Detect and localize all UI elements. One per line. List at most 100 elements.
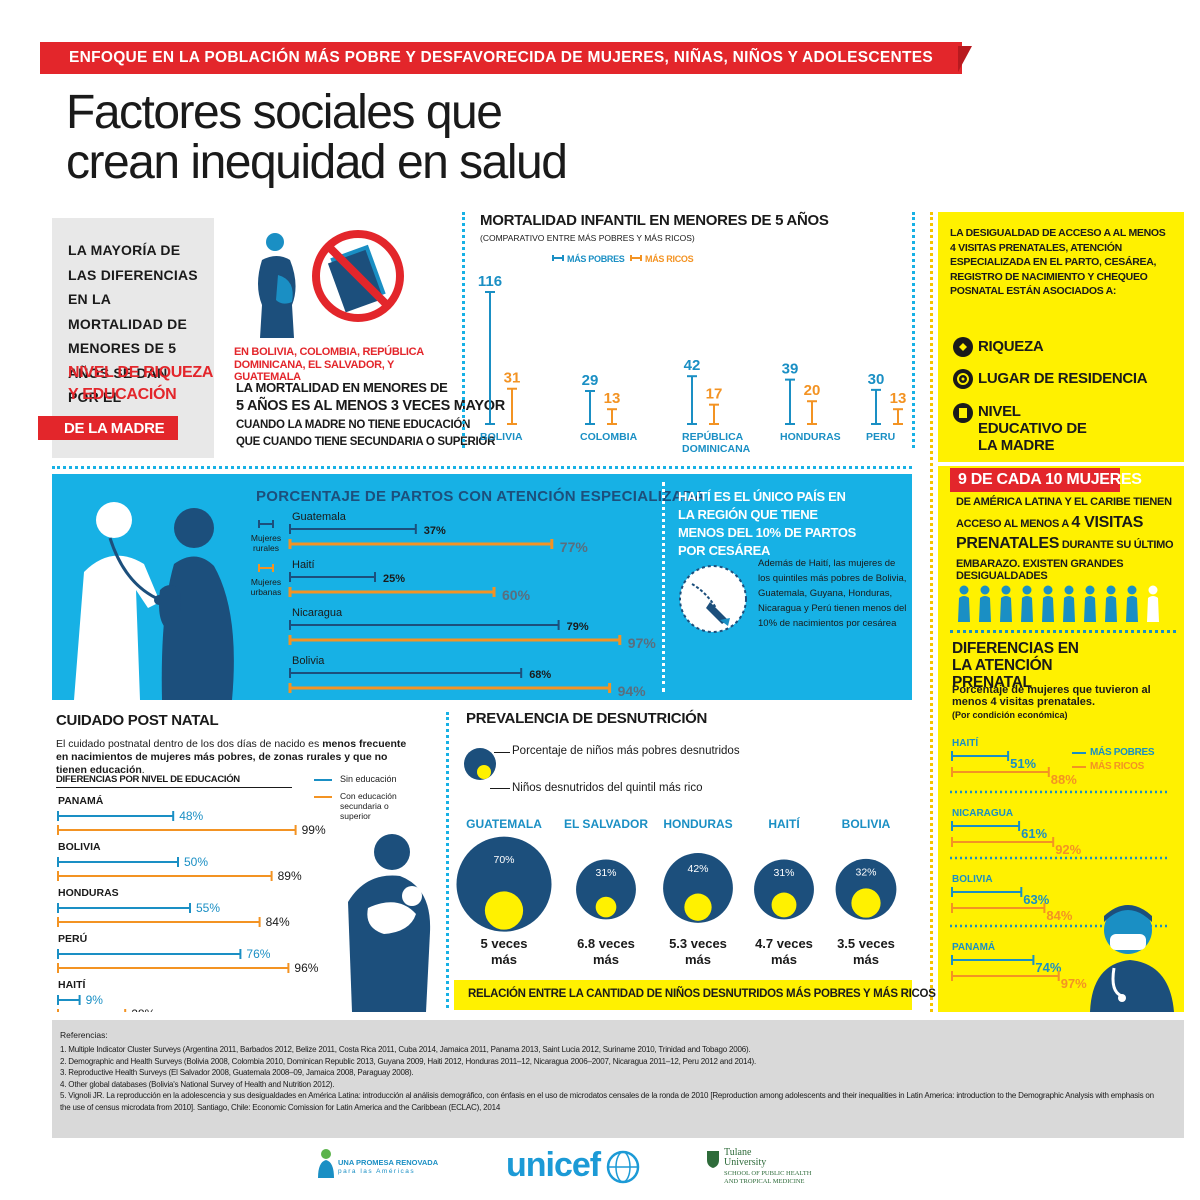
prenatal-legend-rich-line bbox=[1072, 766, 1086, 768]
postnatal-value-edu: 96% bbox=[294, 961, 318, 975]
malnutrition-bubble-poor bbox=[663, 853, 733, 923]
book-icon bbox=[952, 402, 974, 424]
malnutrition-pct: 32% bbox=[855, 867, 876, 879]
mortality-chart-svg: 116 31 BOLIVIA 29 13 COLOMBIA 42 17 REPÚBLICADOM… bbox=[478, 273, 907, 455]
prenatal-legend-poor-line bbox=[1072, 752, 1086, 754]
mortality-value-poor: 42 bbox=[684, 357, 701, 374]
mortality-country-label: BOLIVIA bbox=[480, 431, 523, 443]
malnutrition-legend-poor-line bbox=[494, 752, 510, 753]
postnatal-subtitle-line bbox=[56, 787, 292, 788]
top-banner bbox=[40, 42, 962, 74]
prenatal-country-label: NICARAGUA bbox=[952, 808, 1013, 819]
prenatal-value-rich: 92% bbox=[1055, 842, 1081, 857]
prenatal-country-label: PANAMÁ bbox=[952, 940, 995, 953]
section-separator bbox=[52, 466, 912, 469]
mortality-divider-right bbox=[912, 212, 915, 448]
factor-location: LUGAR DE RESIDENCIA bbox=[978, 370, 1148, 387]
malnutrition-legend-rich: Niños desnutridos del quintil más rico bbox=[512, 782, 703, 794]
malnutrition-bubble-rich bbox=[484, 891, 524, 930]
tulane-logo-sub1: SCHOOL OF PUBLIC HEALTH bbox=[724, 1170, 812, 1177]
births-value-urban: 94% bbox=[618, 683, 647, 699]
promesa-logo-icon bbox=[316, 1148, 336, 1178]
cesarean-icon bbox=[676, 562, 750, 636]
malnutrition-ratio-line1: 3.5 veces bbox=[837, 936, 895, 951]
reference-3: 3. Reproductive Health Surveys (El Salva… bbox=[60, 1068, 414, 1077]
page-title: Factores sociales que crean inequidad en… bbox=[66, 86, 568, 189]
postnatal-country-label: HONDURAS bbox=[58, 887, 119, 899]
access-text-4: EMBARAZO. EXISTEN GRANDES DESIGUALDADES bbox=[956, 558, 1124, 582]
tulane-logo: Tulane University bbox=[724, 1147, 767, 1168]
woman-icon bbox=[1148, 585, 1158, 595]
births-country-label: Haití bbox=[292, 559, 315, 571]
postnatal-value-edu: 89% bbox=[278, 869, 302, 883]
malnutrition-legend-icon bbox=[462, 746, 502, 786]
prenatal-chart-svg: HAITÍ 51% 88% NICARAGUA 61% 92% BOLIVIA 63%84% P… bbox=[950, 736, 1170, 991]
malnutrition-ratio-line1: 4.7 veces bbox=[755, 936, 813, 951]
page-title-line1: Factores sociales que bbox=[66, 86, 503, 139]
promesa-logo: UNA PROMESA RENOVADA bbox=[338, 1158, 439, 1167]
births-value-urban: 77% bbox=[560, 539, 589, 555]
women-icons-svg bbox=[958, 585, 1159, 622]
malnutrition-country-label: EL SALVADOR bbox=[564, 817, 648, 831]
access-text-2b: 4 VISITAS bbox=[1071, 514, 1144, 531]
prenatal-value-poor: 74% bbox=[1035, 960, 1061, 975]
references-box bbox=[52, 1020, 1184, 1138]
malnutrition-bubble-rich bbox=[851, 888, 881, 918]
malnutrition-footer: RELACIÓN ENTRE LA CANTIDAD DE NIÑOS DESN… bbox=[468, 988, 936, 1000]
births-value-rural: 79% bbox=[567, 621, 589, 633]
postnatal-value-none: 9% bbox=[86, 993, 104, 1007]
prenatal-value-poor: 61% bbox=[1021, 826, 1047, 841]
malnutrition-ratio-line2: más bbox=[491, 952, 517, 967]
mortality-value-rich: 13 bbox=[890, 390, 907, 407]
postnatal-legend-edu-line bbox=[314, 796, 332, 798]
mother-figure-icon bbox=[252, 230, 302, 340]
woman-icon-body bbox=[1000, 596, 1012, 622]
woman-icon bbox=[1106, 585, 1116, 595]
births-country-label: Bolivia bbox=[292, 655, 325, 667]
woman-icon-body bbox=[979, 596, 991, 622]
postnatal-legend-none-line bbox=[314, 779, 332, 781]
page-title-line2: crean inequidad en salud bbox=[66, 136, 568, 189]
births-divider bbox=[662, 482, 665, 692]
haiti-headline: HAITÍ ES EL ÚNICO PAÍS EN LA REGIÓN QUE … bbox=[678, 489, 857, 558]
woman-icon bbox=[959, 585, 969, 595]
unicef-logo: unicef bbox=[506, 1146, 601, 1184]
malnutrition-ratio-line2: más bbox=[771, 952, 797, 967]
malnutrition-ratio-line1: 6.8 veces bbox=[577, 936, 635, 951]
malnutrition-pct: 31% bbox=[773, 867, 794, 879]
prenatal-value-rich: 84% bbox=[1046, 908, 1072, 923]
prenatal-value-poor: 63% bbox=[1023, 892, 1049, 907]
births-value-rural: 25% bbox=[383, 573, 405, 585]
malnutrition-bubble-rich bbox=[684, 893, 712, 921]
malnutrition-country-label: HAITÍ bbox=[768, 816, 800, 831]
mortality-value-poor: 39 bbox=[782, 361, 799, 378]
postnatal-legend-edu: Con educación secundaria o superior bbox=[340, 791, 397, 821]
prenatal-sub2: (Por condición económica) bbox=[952, 710, 1068, 720]
malnutrition-ratio-line2: más bbox=[593, 952, 619, 967]
malnutrition-footer-bar bbox=[454, 980, 912, 1010]
mother-line3: CUANDO LA MADRE NO TIENE EDUCACIÓN bbox=[236, 419, 471, 431]
mortality-subtitle: (COMPARATIVO ENTRE MÁS POBRES Y MÁS RICO… bbox=[480, 233, 695, 243]
mortality-legend-poor-line bbox=[552, 257, 564, 259]
unicef-globe-icon bbox=[606, 1150, 640, 1184]
wealth-icon bbox=[952, 336, 974, 358]
doctor-patient-icon bbox=[64, 492, 254, 700]
mother-line2: 5 AÑOS ES AL MENOS 3 VECES MAYOR bbox=[236, 398, 505, 414]
woman-icon-body bbox=[1021, 596, 1033, 622]
prenatal-title: DIFERENCIAS EN LA ATENCIÓN PRENATAL bbox=[952, 640, 1079, 691]
births-legend-rural: Mujeres rurales bbox=[250, 533, 282, 553]
postnatal-country-label: PERÚ bbox=[58, 932, 87, 945]
postnatal-value-edu: 28% bbox=[131, 1007, 155, 1012]
postnatal-chart-svg: PANAMÁ 48% 99% BOLIVIA 50% 89% HONDURAS 55% 84% P… bbox=[57, 794, 326, 1012]
mortality-country-label: COLOMBIA bbox=[580, 431, 638, 443]
woman-icon bbox=[1043, 585, 1053, 595]
woman-icon-body bbox=[1084, 596, 1096, 622]
mortality-country-label: PERU bbox=[866, 431, 895, 443]
intro-highlight-1: NIVEL DE RIQUEZA bbox=[68, 364, 214, 381]
woman-icon bbox=[1064, 585, 1074, 595]
postnatal-value-none: 76% bbox=[246, 947, 270, 961]
reference-2: 2. Demographic and Health Surveys (Boliv… bbox=[60, 1056, 757, 1066]
mortality-chart: 116 31 BOLIVIA 29 13 COLOMBIA 42 17 REPÚBLICA DOM… bbox=[466, 260, 912, 460]
access-text-3b: DURANTE SU ÚLTIMO bbox=[1061, 539, 1174, 551]
